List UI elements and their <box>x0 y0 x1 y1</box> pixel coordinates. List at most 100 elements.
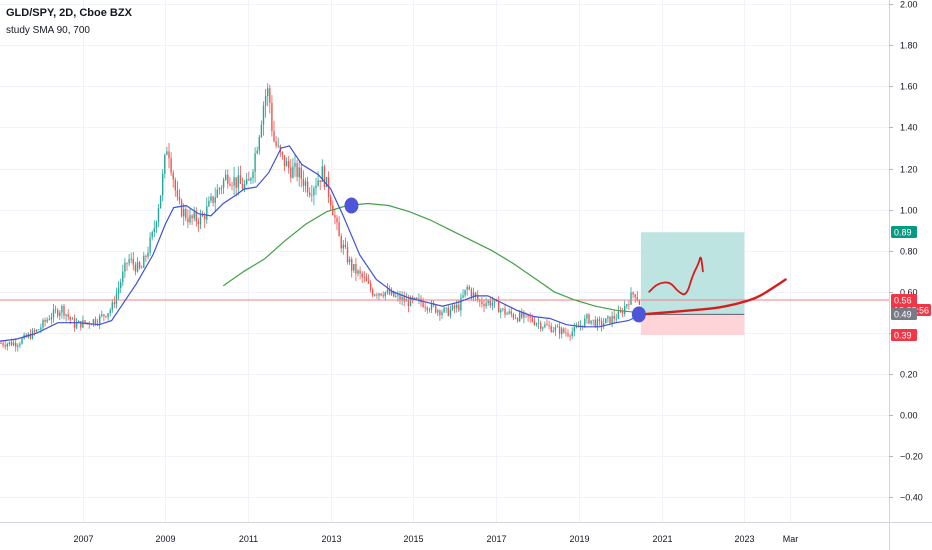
chart-symbol-title: GLD/SPY, 2D, Cboe BZX <box>6 7 132 19</box>
candle-body <box>533 321 536 325</box>
candle-body <box>258 136 260 151</box>
candle-body <box>474 292 477 296</box>
candle-body <box>201 214 204 217</box>
candle-body <box>185 208 187 219</box>
candle-body <box>418 298 420 300</box>
candle-body <box>485 303 487 307</box>
candle-body <box>214 197 216 203</box>
candle-body <box>239 175 242 184</box>
candle-body <box>477 295 479 300</box>
candle-body <box>193 212 195 219</box>
candle-body <box>422 302 424 307</box>
sma-90-line <box>0 145 642 342</box>
candle-body <box>472 292 475 297</box>
candle-body <box>61 305 63 313</box>
candlesticks <box>0 83 641 352</box>
candle-body <box>397 295 399 297</box>
y-tick-label: 1.80 <box>900 41 918 51</box>
candle-body <box>611 315 613 324</box>
candle-body <box>143 255 145 268</box>
candle-body <box>309 192 311 196</box>
candle-body <box>78 321 80 323</box>
candle-body <box>388 289 391 295</box>
candle-body <box>340 236 342 249</box>
candle-body <box>50 317 53 320</box>
candle-body <box>277 145 279 147</box>
position-zones <box>640 232 745 335</box>
candle-body <box>170 158 172 173</box>
candle-body <box>33 330 36 332</box>
candle-body <box>516 318 519 322</box>
candle-body <box>596 319 599 327</box>
candle-body <box>42 320 44 328</box>
candle-body <box>44 320 46 322</box>
candle-body <box>376 294 378 296</box>
candle-body <box>319 180 321 183</box>
candle-body <box>80 321 82 328</box>
candle-body <box>57 310 59 316</box>
candle-body <box>36 329 38 332</box>
time-axis[interactable]: 2007 2009 2011 2013 2015 2017 2019 2021 2023 Mar <box>0 522 932 545</box>
candle-body <box>638 300 641 305</box>
x-tick-label: Mar <box>783 534 799 544</box>
candle-body <box>636 297 638 301</box>
candle-body <box>82 320 84 328</box>
candle-body <box>294 163 296 167</box>
candle-body <box>630 292 632 305</box>
x-tick-label: 2021 <box>652 534 672 544</box>
candle-body <box>38 329 40 331</box>
candle-body <box>63 305 65 316</box>
candle-body <box>183 208 185 217</box>
candle-body <box>298 167 300 178</box>
candle-body <box>59 312 61 316</box>
candle-body <box>166 151 168 155</box>
candle-body <box>138 262 141 269</box>
price-tag-background <box>891 294 917 306</box>
candle-body <box>567 333 569 336</box>
candle-body <box>260 124 263 137</box>
candle-body <box>411 297 414 300</box>
candle-body <box>323 166 326 187</box>
candle-body <box>290 167 292 178</box>
candle-body <box>615 318 617 320</box>
y-tick-label: 0.00 <box>900 411 918 421</box>
candle-body <box>8 341 11 344</box>
candle-body <box>210 196 212 201</box>
candle-body <box>10 341 13 346</box>
candle-body <box>468 286 470 290</box>
candle-body <box>225 174 227 180</box>
candle-body <box>575 326 578 328</box>
candle-body <box>84 320 86 324</box>
candle-body <box>2 343 4 346</box>
stop-zone <box>640 314 745 335</box>
candle-body <box>52 309 55 318</box>
candle-body <box>594 319 596 327</box>
candle-body <box>141 267 143 269</box>
candle-body <box>292 166 294 178</box>
candle-body <box>512 314 515 318</box>
projection-drawing <box>639 278 787 316</box>
candle-body <box>109 310 111 314</box>
candle-body <box>75 322 78 328</box>
candle-body <box>105 316 107 317</box>
candle-body <box>453 305 456 309</box>
candle-body <box>521 312 523 318</box>
candle-body <box>487 300 489 304</box>
candle-body <box>344 244 347 248</box>
candle-body <box>124 262 126 272</box>
candle-body <box>113 302 116 304</box>
candle-body <box>204 216 206 220</box>
candle-body <box>493 299 496 303</box>
candle-body <box>569 335 571 337</box>
candle-body <box>481 301 483 305</box>
candle-body <box>130 258 132 260</box>
candle-body <box>632 292 634 295</box>
candle-body <box>535 323 538 325</box>
candle-body <box>598 319 601 321</box>
candle-body <box>304 181 307 186</box>
candle-body <box>416 297 418 300</box>
candle-body <box>6 343 8 347</box>
price-axis[interactable]: 2.001.801.601.401.201.000.800.600.400.20… <box>889 0 932 550</box>
candle-body <box>273 131 275 142</box>
